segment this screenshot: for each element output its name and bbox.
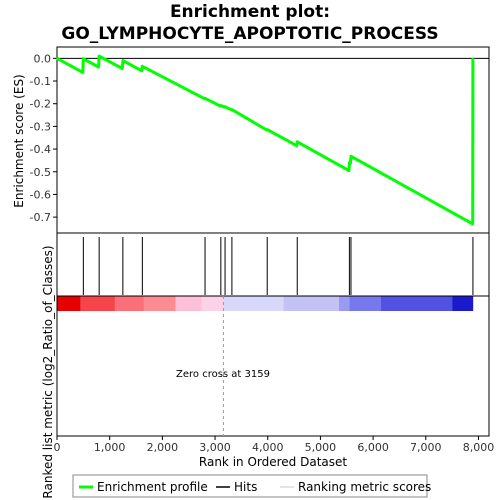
es-ytick-label-5: -0.5 bbox=[30, 166, 51, 179]
enrichment-profile-point-6 bbox=[122, 59, 124, 62]
enrichment-profile-point-23 bbox=[349, 162, 352, 165]
enrichment-profile-point-26 bbox=[472, 57, 474, 60]
x-tick-label-6: 6,000 bbox=[357, 441, 389, 454]
x-tick-label-1: 1,000 bbox=[94, 441, 126, 454]
x-axis: 0 1,000 2,000 3,000 4,000 5,000 6,000 7,000 8,00… bbox=[54, 436, 495, 454]
es-axis-label: Enrichment score (ES) bbox=[12, 74, 26, 207]
x-tick-label-4: 4,000 bbox=[252, 441, 284, 454]
enrichment-profile-point-1 bbox=[82, 71, 84, 74]
es-ytick-label-4: -0.4 bbox=[30, 143, 51, 156]
ranking-bar-segment-7 bbox=[283, 296, 339, 311]
es-panel: 0.0 -0.1 -0.2 -0.3 -0.4 -0.5 -0.6 -0.7 bbox=[30, 46, 490, 234]
enrichment-profile-point-21 bbox=[348, 169, 350, 172]
enrichment-profile-point-3 bbox=[97, 66, 100, 68]
ranking-bar-segment-8 bbox=[338, 296, 350, 311]
ranking-bar-segment-0 bbox=[57, 296, 81, 311]
es-ytick-label-7: -0.7 bbox=[30, 211, 51, 224]
es-ytick-label-1: -0.1 bbox=[30, 75, 51, 88]
enrichment-profile-point-2 bbox=[82, 58, 85, 60]
zero-cross-annotation: Zero cross at 3159 bbox=[176, 369, 270, 380]
enrichment-profile-point-4 bbox=[98, 55, 100, 57]
ranking-bar-segment-4 bbox=[175, 296, 202, 311]
hits-panel bbox=[56, 232, 490, 311]
ranking-plot-frame bbox=[56, 295, 490, 437]
ranking-bar-segment-2 bbox=[114, 296, 144, 311]
x-tick-label-5: 5,000 bbox=[305, 441, 337, 454]
x-tick-label-2: 2,000 bbox=[147, 441, 179, 454]
ranking-bar-segment-3 bbox=[143, 296, 176, 311]
chart-title: Enrichment plot: bbox=[170, 2, 330, 22]
x-tick-label-0: 0 bbox=[54, 441, 61, 454]
enrichment-profile-point-12 bbox=[220, 104, 222, 107]
legend-label-ranking-metric: Ranking metric scores bbox=[298, 480, 431, 494]
enrichment-profile-point-20 bbox=[296, 141, 299, 143]
es-ytick-label-3: -0.3 bbox=[30, 120, 51, 133]
es-ytick-label-6: -0.6 bbox=[30, 188, 51, 201]
x-tick-label-8: 8,000 bbox=[463, 441, 495, 454]
x-tick-label-3: 3,000 bbox=[199, 441, 231, 454]
enrichment-profile-point-16 bbox=[231, 108, 233, 111]
enrichment-profile-point-0 bbox=[56, 57, 58, 60]
enrichment-profile-point-8 bbox=[141, 65, 144, 68]
ranking-bar-segment-10 bbox=[381, 296, 453, 311]
es-ytick-label-2: -0.2 bbox=[30, 98, 51, 111]
enrichment-profile-point-18 bbox=[266, 128, 269, 131]
chart-subtitle: GO_LYMPHOCYTE_APOPTOTIC_PROCESS bbox=[61, 24, 438, 44]
enrichment-profile-point-10 bbox=[204, 97, 206, 100]
ranking-bar-segment-6 bbox=[223, 296, 284, 311]
enrichment-profile-point-5 bbox=[121, 67, 124, 70]
ranking-bar-segment-5 bbox=[201, 296, 224, 311]
legend-label-enrichment-profile: Enrichment profile bbox=[97, 480, 208, 494]
hits-frame bbox=[56, 232, 490, 297]
enrichment-profile-point-7 bbox=[141, 70, 143, 72]
enrichment-profile-point-19 bbox=[295, 144, 298, 147]
legend-box bbox=[72, 474, 428, 498]
es-plot-frame bbox=[56, 46, 490, 234]
legend-label-hits: Hits bbox=[234, 480, 257, 494]
x-axis-label: Rank in Ordered Dataset bbox=[199, 455, 347, 469]
ranking-bar-segment-9 bbox=[349, 296, 381, 311]
ranking-panel bbox=[56, 295, 490, 437]
enrichment-profile-point-24 bbox=[350, 155, 352, 158]
x-tick-label-7: 7,000 bbox=[410, 441, 442, 454]
enrichment-profile-point-25 bbox=[471, 223, 474, 225]
ranked-metric-axis-label: Ranked list metric (log2_Ratio_of_Classe… bbox=[41, 245, 55, 498]
es-ytick-label-0: 0.0 bbox=[34, 52, 52, 65]
ranking-bar-segment-1 bbox=[80, 296, 115, 311]
ranking-bar-segment-11 bbox=[452, 296, 474, 311]
enrichment-profile-point-14 bbox=[224, 105, 226, 108]
legend: Enrichment profile Hits Ranking metric s… bbox=[72, 474, 431, 498]
